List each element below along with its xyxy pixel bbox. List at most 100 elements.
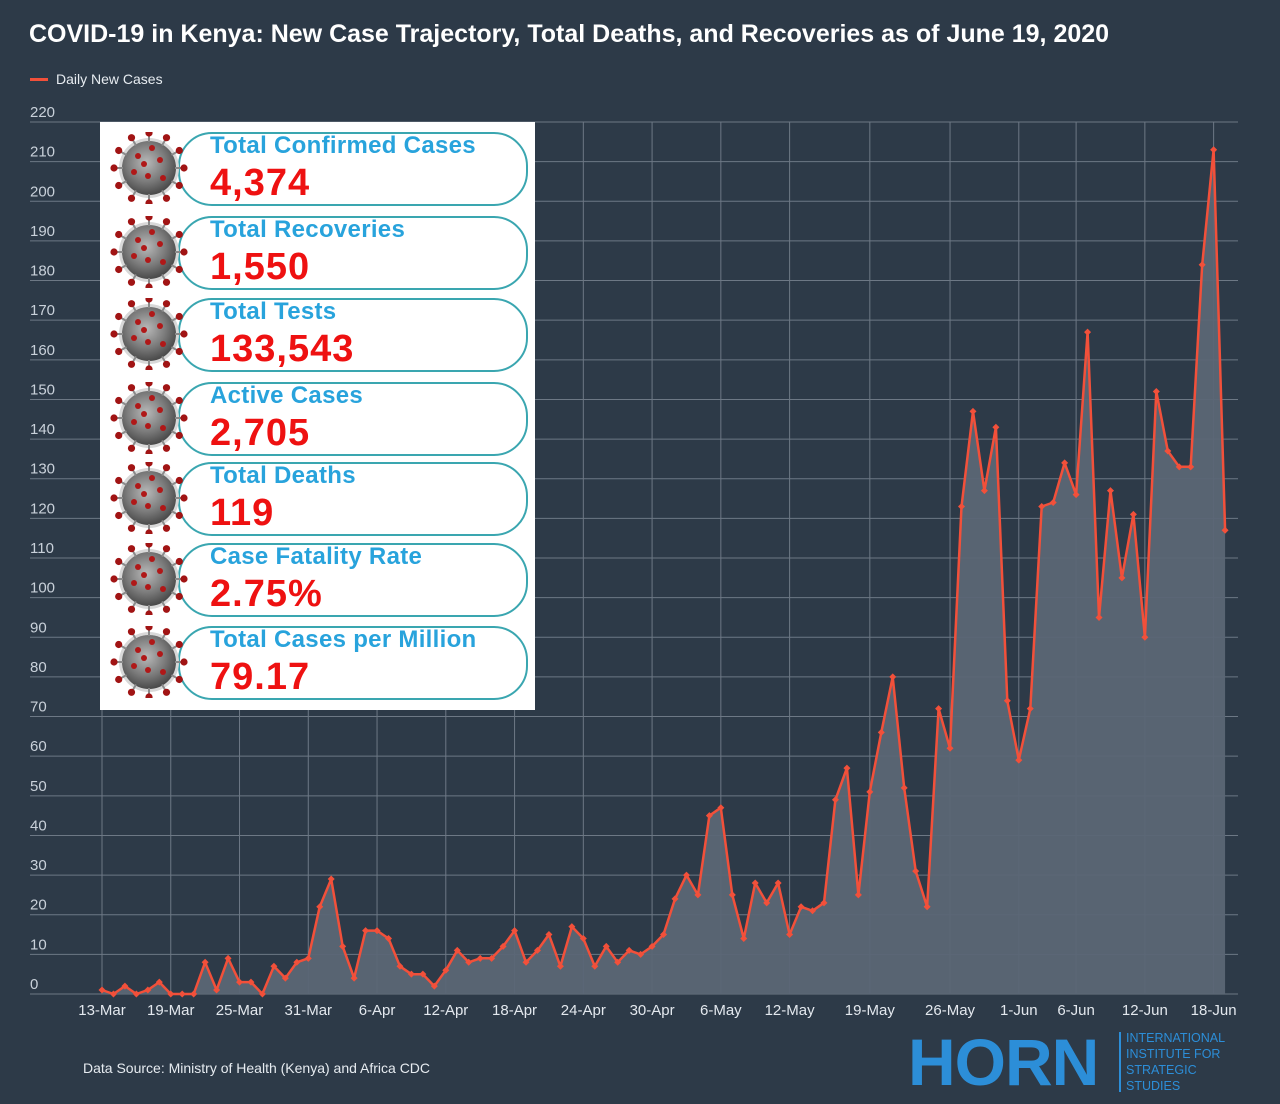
data-point	[671, 895, 679, 903]
data-point	[396, 962, 404, 970]
data-point	[786, 931, 794, 939]
virus-icon	[108, 540, 190, 618]
data-point	[465, 958, 473, 966]
data-point	[316, 903, 324, 911]
data-point	[350, 974, 358, 982]
y-tick-label: 200	[30, 183, 55, 200]
logo-org-line: STUDIES	[1126, 1079, 1181, 1093]
data-point	[155, 978, 163, 986]
data-point	[797, 903, 805, 911]
data-point	[339, 942, 347, 950]
data-point	[430, 982, 438, 990]
x-tick-label: 19-Mar	[147, 1002, 195, 1019]
data-point	[1221, 526, 1229, 534]
data-point	[224, 954, 232, 962]
x-tick-label: 18-Apr	[492, 1002, 537, 1019]
data-point	[1015, 756, 1023, 764]
y-tick-label: 20	[30, 897, 47, 914]
data-point	[1164, 447, 1172, 455]
stat-label: Total Confirmed Cases	[210, 132, 476, 159]
virus-icon	[108, 295, 190, 373]
data-point	[660, 931, 668, 939]
x-tick-label: 6-Jun	[1057, 1002, 1095, 1019]
data-point	[579, 935, 587, 943]
data-point	[843, 764, 851, 772]
x-tick-label: 24-Apr	[561, 1002, 606, 1019]
data-point	[373, 927, 381, 935]
data-point	[854, 891, 862, 899]
x-tick-label: 30-Apr	[630, 1002, 675, 1019]
data-point	[958, 502, 965, 510]
stat-card: Active Cases 2,705	[108, 379, 528, 457]
data-point	[774, 879, 782, 887]
data-point	[132, 990, 140, 998]
data-point	[820, 899, 828, 907]
stat-label: Total Recoveries	[210, 216, 406, 243]
data-point	[385, 935, 392, 943]
stat-card-frame	[178, 626, 528, 700]
data-point	[591, 962, 599, 970]
stat-value: 133,543	[210, 328, 355, 370]
data-point	[694, 891, 702, 899]
data-point	[293, 958, 301, 966]
x-tick-label: 25-Mar	[216, 1002, 264, 1019]
y-tick-label: 120	[30, 500, 55, 517]
data-point	[1084, 328, 1092, 336]
data-point	[969, 407, 977, 415]
data-point	[556, 962, 564, 970]
data-point	[236, 978, 244, 986]
stat-card: Total Deaths 119	[108, 459, 528, 537]
data-point	[488, 954, 496, 962]
data-point	[1061, 459, 1069, 467]
x-tick-label: 12-Jun	[1122, 1002, 1168, 1019]
data-point	[281, 974, 289, 982]
x-tick-label: 18-Jun	[1191, 1002, 1237, 1019]
data-point	[1118, 574, 1126, 582]
y-tick-label: 70	[30, 699, 47, 716]
logo-org-line: INSTITUTE FOR	[1126, 1047, 1221, 1061]
data-point	[614, 958, 622, 966]
data-point	[499, 942, 507, 950]
data-point	[533, 946, 541, 954]
x-tick-label: 31-Mar	[285, 1002, 333, 1019]
data-point	[1210, 146, 1218, 154]
data-point	[637, 950, 645, 958]
data-point	[167, 990, 175, 998]
x-tick-label: 1-Jun	[1000, 1002, 1038, 1019]
data-point	[1072, 491, 1080, 499]
y-tick-label: 110	[30, 540, 54, 557]
data-point	[511, 927, 519, 935]
data-point	[625, 946, 633, 954]
stat-label: Total Cases per Million	[210, 626, 477, 653]
data-point	[923, 903, 931, 911]
y-tick-label: 30	[30, 857, 47, 874]
y-tick-label: 210	[30, 144, 55, 161]
stat-value: 79.17	[210, 656, 311, 698]
data-point	[866, 788, 874, 796]
data-point	[98, 986, 106, 994]
stat-value: 4,374	[210, 162, 311, 204]
y-tick-label: 10	[30, 936, 47, 953]
stat-card-frame	[178, 543, 528, 617]
data-point	[980, 487, 988, 495]
stat-card-frame	[178, 216, 528, 290]
y-tick-label: 170	[30, 302, 55, 319]
data-point	[442, 966, 450, 974]
data-source-note: Data Source: Ministry of Health (Kenya) …	[83, 1060, 431, 1076]
data-point	[247, 978, 255, 986]
data-point	[304, 954, 312, 962]
x-tick-label: 6-May	[700, 1002, 742, 1019]
y-axis-ticks: 0 10 20 30 40 50 60 70 80 90 100 110 120 130 140 150 160…	[30, 104, 55, 993]
virus-icon	[108, 623, 190, 701]
data-point	[407, 970, 415, 978]
y-tick-label: 60	[30, 738, 47, 755]
virus-icon	[108, 129, 190, 207]
data-point	[201, 958, 209, 966]
x-axis-ticks: 13-Mar 19-Mar 25-Mar 31-Mar 6-Apr 12-Apr 18-Ap…	[78, 1002, 1236, 1019]
data-point	[109, 990, 117, 998]
data-point	[648, 942, 656, 950]
stat-label: Total Tests	[210, 298, 337, 325]
data-point	[728, 891, 736, 899]
data-point	[889, 673, 897, 681]
logo-org-name: INTERNATIONAL INSTITUTE FOR STRATEGIC ST…	[1126, 1030, 1225, 1094]
